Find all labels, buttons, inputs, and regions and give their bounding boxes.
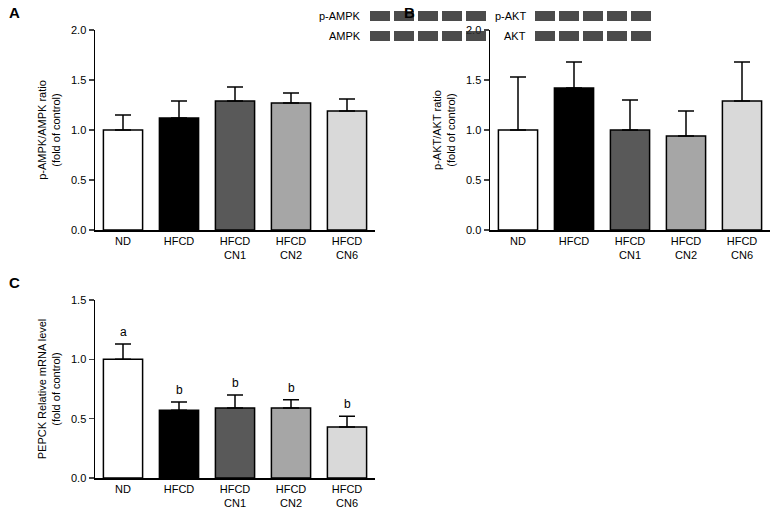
svg-text:p-AKT/AKT ratio(fold of contro: p-AKT/AKT ratio(fold of control) <box>431 90 457 170</box>
svg-text:AMPK: AMPK <box>329 30 361 42</box>
svg-text:HFCDCN1: HFCDCN1 <box>615 235 646 261</box>
svg-text:HFCDCN6: HFCDCN6 <box>727 235 758 261</box>
svg-text:A: A <box>9 4 20 21</box>
svg-text:PEPCK Relative mRNA level(fold: PEPCK Relative mRNA level(fold of contro… <box>36 319 62 460</box>
svg-text:HFCDCN6: HFCDCN6 <box>332 483 363 509</box>
svg-text:2.0: 2.0 <box>466 24 481 36</box>
svg-text:ND: ND <box>115 483 131 495</box>
svg-text:HFCDCN2: HFCDCN2 <box>276 235 307 261</box>
svg-text:HFCDCN6: HFCDCN6 <box>332 235 363 261</box>
svg-text:0.5: 0.5 <box>71 174 86 186</box>
svg-text:HFCDCN2: HFCDCN2 <box>671 235 702 261</box>
svg-text:1.5: 1.5 <box>466 74 481 86</box>
svg-text:0.0: 0.0 <box>466 224 481 236</box>
svg-text:a: a <box>120 325 127 339</box>
svg-text:ND: ND <box>115 235 131 247</box>
svg-text:1.0: 1.0 <box>466 124 481 136</box>
svg-text:b: b <box>232 376 239 390</box>
svg-text:B: B <box>404 4 415 21</box>
svg-text:HFCD: HFCD <box>164 483 195 495</box>
svg-text:0.0: 0.0 <box>71 224 86 236</box>
svg-text:HFCD: HFCD <box>559 235 590 247</box>
svg-text:p-AMPK: p-AMPK <box>319 10 361 22</box>
svg-text:HFCD: HFCD <box>164 235 195 247</box>
svg-text:1.0: 1.0 <box>71 353 86 365</box>
svg-text:0.5: 0.5 <box>71 413 86 425</box>
svg-text:1.5: 1.5 <box>71 294 86 306</box>
svg-text:p-AKT: p-AKT <box>495 10 526 22</box>
svg-text:ND: ND <box>510 235 526 247</box>
svg-text:HFCDCN2: HFCDCN2 <box>276 483 307 509</box>
svg-text:b: b <box>176 383 183 397</box>
svg-text:1.0: 1.0 <box>71 124 86 136</box>
svg-text:AKT: AKT <box>504 30 526 42</box>
svg-text:p-AMPK/AMPK ratio(fold of cont: p-AMPK/AMPK ratio(fold of control) <box>36 80 62 180</box>
svg-text:0.5: 0.5 <box>466 174 481 186</box>
svg-text:b: b <box>288 381 295 395</box>
svg-text:HFCDCN1: HFCDCN1 <box>220 483 251 509</box>
svg-text:b: b <box>344 397 351 411</box>
svg-text:HFCDCN1: HFCDCN1 <box>220 235 251 261</box>
svg-text:1.5: 1.5 <box>71 74 86 86</box>
svg-text:0.0: 0.0 <box>71 472 86 484</box>
svg-text:2.0: 2.0 <box>71 24 86 36</box>
svg-text:C: C <box>9 274 20 291</box>
